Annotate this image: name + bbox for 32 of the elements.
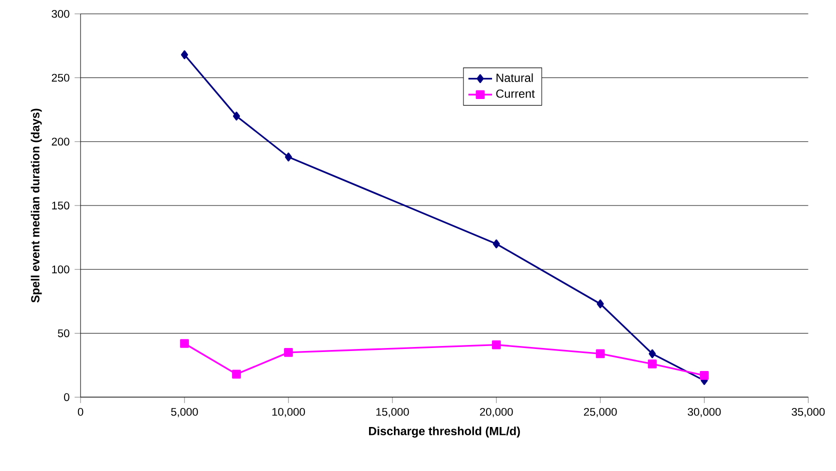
x-tick-label: 20,000 <box>480 408 513 418</box>
x-tick-label: 10,000 <box>272 408 305 418</box>
y-tick-label: 200 <box>52 138 70 146</box>
point <box>700 371 709 380</box>
point <box>232 112 240 121</box>
x-tick-label: 5,000 <box>171 408 198 418</box>
point <box>284 348 293 357</box>
y-tick-label: 150 <box>52 202 70 210</box>
legend-label: Natural <box>496 73 533 82</box>
y-tick-label: 250 <box>52 74 70 82</box>
legend-label: Current <box>496 90 535 98</box>
point <box>180 50 188 60</box>
x-tick-label: 25,000 <box>584 408 617 418</box>
point <box>232 370 241 379</box>
point <box>284 152 292 162</box>
point <box>648 360 657 368</box>
y-tick-label: 0 <box>64 393 70 402</box>
point <box>596 349 605 358</box>
y-axis-title: Spell event median duration (days) <box>30 108 42 303</box>
x-tick-label: 15,000 <box>376 408 409 418</box>
y-tick-label: 100 <box>52 266 70 274</box>
y-tick-label: 300 <box>52 10 70 18</box>
x-tick-label: 35,000 <box>792 408 825 418</box>
point <box>492 340 501 350</box>
x-axis-title: Discharge threshold (ML/d) <box>369 426 520 438</box>
point <box>492 240 500 248</box>
point <box>648 349 656 358</box>
y-tick-label: 50 <box>58 329 70 338</box>
x-tick-label: 30,000 <box>688 408 721 418</box>
point <box>596 300 604 308</box>
x-tick-label: 0 <box>78 408 84 416</box>
point <box>180 339 189 348</box>
